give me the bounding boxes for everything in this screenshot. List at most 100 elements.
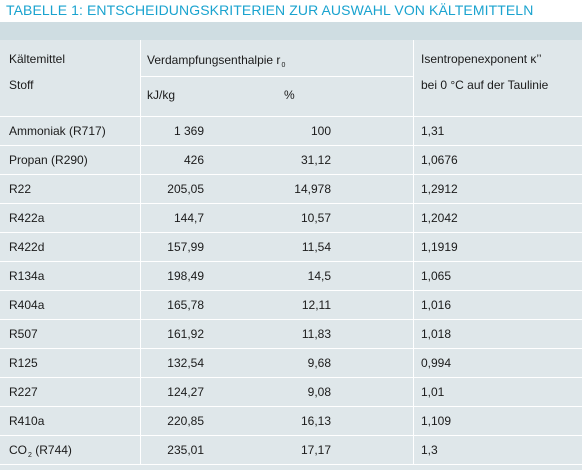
cell-enthalpy-kjkg-value: 124,27 bbox=[167, 385, 204, 399]
cell-isentropic-exponent: 1,31 bbox=[421, 124, 445, 138]
cell-enthalpy-percent-value: 14,5 bbox=[307, 269, 331, 283]
cell-enthalpy-kjkg: 235,01 bbox=[152, 436, 204, 464]
cell-enthalpy-percent: 9,08 bbox=[289, 378, 331, 406]
table-row: R125 132,54 9,68 0,994 bbox=[0, 349, 582, 378]
cell-refrigerant: R22 bbox=[9, 182, 32, 196]
column-divider bbox=[413, 146, 414, 174]
header-enthalpy-label: Verdampfungsenthalpie r bbox=[147, 53, 281, 67]
cell-enthalpy-kjkg: 1 369 bbox=[152, 117, 204, 145]
header-unit-percent: % bbox=[284, 88, 295, 102]
cell-enthalpy-kjkg-value: 426 bbox=[183, 153, 204, 167]
header-dew-line: bei 0 °C auf der Taulinie bbox=[421, 78, 549, 92]
cell-enthalpy-percent: 9,68 bbox=[289, 349, 331, 377]
cell-enthalpy-kjkg-value: 144,7 bbox=[173, 211, 204, 225]
cell-refrigerant: R422d bbox=[9, 240, 45, 254]
cell-enthalpy-kjkg-value: 161,92 bbox=[167, 327, 204, 341]
column-divider bbox=[413, 204, 414, 232]
cell-refrigerant: Ammoniak (R717) bbox=[9, 124, 106, 138]
cell-isentropic-exponent: 1,2912 bbox=[421, 182, 458, 196]
cell-enthalpy-percent-value: 9,08 bbox=[307, 385, 331, 399]
cell-refrigerant: R134a bbox=[9, 269, 45, 283]
cell-enthalpy-percent-value: 11,83 bbox=[301, 327, 331, 341]
table-row: R410a 220,85 16,13 1,109 bbox=[0, 407, 582, 436]
cell-enthalpy-percent: 12,11 bbox=[289, 291, 331, 319]
cell-enthalpy-kjkg: 161,92 bbox=[152, 320, 204, 348]
cell-refrigerant: Propan (R290) bbox=[9, 153, 88, 167]
column-divider bbox=[140, 233, 141, 261]
cell-isentropic-exponent: 0,994 bbox=[421, 356, 452, 370]
header-enthalpy-subscript: 0 bbox=[281, 62, 286, 69]
cell-enthalpy-kjkg: 198,49 bbox=[152, 262, 204, 290]
cell-enthalpy-kjkg-value: 157,99 bbox=[167, 240, 204, 254]
column-divider bbox=[413, 378, 414, 406]
table-row: R422d 157,99 11,54 1,1919 bbox=[0, 233, 582, 262]
table-row: R134a 198,49 14,5 1,065 bbox=[0, 262, 582, 291]
column-divider bbox=[140, 291, 141, 319]
column-divider bbox=[140, 436, 141, 464]
cell-isentropic-exponent: 1,01 bbox=[421, 385, 445, 399]
column-divider bbox=[413, 175, 414, 203]
table-row: R404a 165,78 12,11 1,016 bbox=[0, 291, 582, 320]
cell-enthalpy-percent-value: 17,17 bbox=[300, 443, 331, 457]
cell-enthalpy-kjkg-value: 165,78 bbox=[167, 298, 204, 312]
cell-refrigerant-main: CO bbox=[9, 443, 27, 457]
cell-enthalpy-kjkg-value: 132,54 bbox=[167, 356, 204, 370]
refrigerant-table: Kältemittel Stoff Verdampfungsenthalpie … bbox=[0, 40, 582, 465]
header-substance: Stoff bbox=[9, 78, 34, 92]
cell-refrigerant: R227 bbox=[9, 385, 38, 399]
cell-enthalpy-percent: 10,57 bbox=[289, 204, 331, 232]
cell-enthalpy-percent-value: 31,12 bbox=[300, 153, 331, 167]
table-row: CO2 (R744) 235,01 17,17 1,3 bbox=[0, 436, 582, 465]
cell-enthalpy-percent-value: 100 bbox=[310, 124, 331, 138]
cell-enthalpy-kjkg-value: 1 369 bbox=[173, 124, 204, 138]
cell-isentropic-exponent: 1,2042 bbox=[421, 211, 458, 225]
cell-enthalpy-percent: 17,17 bbox=[289, 436, 331, 464]
cell-isentropic-exponent: 1,3 bbox=[421, 443, 438, 457]
cell-enthalpy-percent: 14,978 bbox=[289, 175, 331, 203]
column-divider bbox=[140, 175, 141, 203]
cell-enthalpy-percent-value: 9,68 bbox=[307, 356, 331, 370]
cell-enthalpy-percent-value: 10,57 bbox=[300, 211, 331, 225]
cell-refrigerant: R125 bbox=[9, 356, 38, 370]
column-divider bbox=[140, 378, 141, 406]
cell-enthalpy-percent: 11,83 bbox=[289, 320, 331, 348]
header-isentropic: Isentropenexponent κ’’ bbox=[421, 52, 542, 66]
header-divider bbox=[140, 40, 141, 116]
cell-enthalpy-kjkg: 220,85 bbox=[152, 407, 204, 435]
cell-isentropic-exponent: 1,109 bbox=[421, 414, 452, 428]
cell-enthalpy-percent: 11,54 bbox=[289, 233, 331, 261]
cell-isentropic-exponent: 1,018 bbox=[421, 327, 452, 341]
cell-refrigerant-rest: (R744) bbox=[31, 443, 72, 457]
column-divider bbox=[413, 262, 414, 290]
column-divider bbox=[413, 233, 414, 261]
table-row: R22 205,05 14,978 1,2912 bbox=[0, 175, 582, 204]
column-divider bbox=[140, 320, 141, 348]
header-unit-kjkg: kJ/kg bbox=[147, 88, 176, 102]
cell-enthalpy-kjkg: 157,99 bbox=[152, 233, 204, 261]
cell-isentropic-exponent: 1,016 bbox=[421, 298, 452, 312]
column-divider bbox=[413, 436, 414, 464]
cell-enthalpy-kjkg-value: 220,85 bbox=[167, 414, 204, 428]
cell-enthalpy-percent-value: 16,13 bbox=[300, 414, 331, 428]
cell-enthalpy-percent: 100 bbox=[289, 117, 331, 145]
column-divider bbox=[413, 117, 414, 145]
header-subdivider bbox=[141, 76, 413, 77]
cell-enthalpy-kjkg-value: 198,49 bbox=[167, 269, 204, 283]
column-divider bbox=[413, 291, 414, 319]
table-row: R227 124,27 9,08 1,01 bbox=[0, 378, 582, 407]
cell-enthalpy-kjkg: 426 bbox=[152, 146, 204, 174]
column-divider bbox=[140, 146, 141, 174]
cell-enthalpy-kjkg: 144,7 bbox=[152, 204, 204, 232]
column-divider bbox=[413, 320, 414, 348]
cell-enthalpy-kjkg: 124,27 bbox=[152, 378, 204, 406]
table-row: R422a 144,7 10,57 1,2042 bbox=[0, 204, 582, 233]
cell-enthalpy-kjkg: 205,05 bbox=[152, 175, 204, 203]
table-row: Propan (R290) 426 31,12 1,0676 bbox=[0, 146, 582, 175]
cell-refrigerant: R422a bbox=[9, 211, 45, 225]
cell-enthalpy-kjkg-value: 205,05 bbox=[167, 182, 204, 196]
table-title: TABELLE 1: ENTSCHEIDUNGSKRITERIEN ZUR AU… bbox=[0, 0, 582, 22]
header-divider bbox=[413, 40, 414, 116]
cell-enthalpy-percent-value: 11,54 bbox=[301, 240, 331, 254]
table-row: Ammoniak (R717) 1 369 100 1,31 bbox=[0, 117, 582, 146]
column-divider bbox=[140, 204, 141, 232]
